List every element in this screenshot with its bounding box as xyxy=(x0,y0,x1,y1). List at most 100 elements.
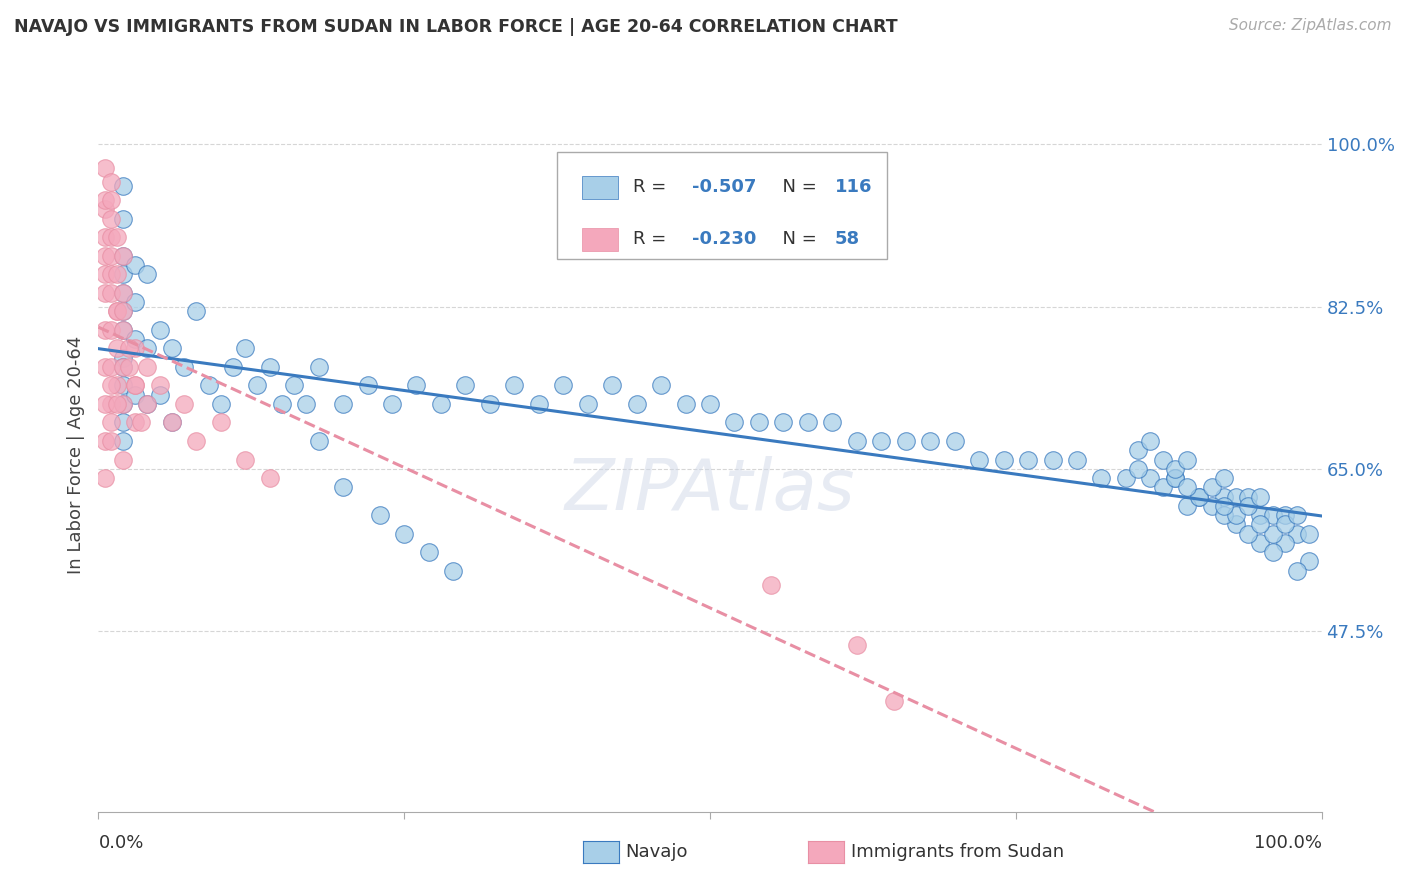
Point xyxy=(246,378,269,392)
Point xyxy=(149,378,172,392)
Point xyxy=(100,416,122,430)
Point xyxy=(111,397,134,411)
Point xyxy=(111,323,134,337)
Point xyxy=(124,295,146,310)
Point xyxy=(105,304,128,318)
Point xyxy=(100,230,122,244)
Text: Source: ZipAtlas.com: Source: ZipAtlas.com xyxy=(1229,18,1392,33)
Point xyxy=(283,378,305,392)
Point xyxy=(100,434,122,448)
Point xyxy=(308,434,330,448)
Text: NAVAJO VS IMMIGRANTS FROM SUDAN IN LABOR FORCE | AGE 20-64 CORRELATION CHART: NAVAJO VS IMMIGRANTS FROM SUDAN IN LABOR… xyxy=(14,18,897,36)
Point xyxy=(1249,490,1271,504)
Point xyxy=(100,323,122,337)
Text: N =: N = xyxy=(772,230,823,248)
Point xyxy=(1212,490,1234,504)
Point xyxy=(100,193,122,207)
Point xyxy=(626,397,648,411)
Point xyxy=(1188,490,1211,504)
Point xyxy=(441,564,464,578)
Point xyxy=(920,434,942,448)
Point xyxy=(1249,517,1271,532)
Point xyxy=(111,359,134,374)
Point xyxy=(105,378,128,392)
Point xyxy=(209,416,232,430)
Point xyxy=(1261,545,1284,559)
Point xyxy=(270,397,294,411)
Point xyxy=(93,397,115,411)
Y-axis label: In Labor Force | Age 20-64: In Labor Force | Age 20-64 xyxy=(66,335,84,574)
Point xyxy=(418,545,440,559)
Point xyxy=(1286,508,1309,523)
Point xyxy=(93,434,115,448)
Point xyxy=(124,416,146,430)
Point xyxy=(93,267,115,281)
Point xyxy=(723,416,745,430)
Point xyxy=(1139,471,1161,485)
Point xyxy=(1128,462,1150,476)
Point xyxy=(93,230,115,244)
Point xyxy=(111,179,134,194)
Point xyxy=(675,397,697,411)
Point xyxy=(332,480,354,494)
Point xyxy=(100,397,122,411)
Point xyxy=(699,397,721,411)
Point xyxy=(93,193,115,207)
Point xyxy=(105,342,128,356)
Point xyxy=(1237,526,1260,541)
Point xyxy=(478,397,501,411)
Point xyxy=(821,416,844,430)
Point xyxy=(124,378,146,392)
FancyBboxPatch shape xyxy=(582,228,619,251)
Point xyxy=(173,359,195,374)
Point xyxy=(1212,508,1234,523)
Point xyxy=(93,202,115,217)
Point xyxy=(173,397,195,411)
Point xyxy=(1164,462,1187,476)
Point xyxy=(111,249,134,263)
Text: 58: 58 xyxy=(835,230,860,248)
Point xyxy=(356,378,378,392)
Point xyxy=(111,359,134,374)
Text: ZIPAtlas: ZIPAtlas xyxy=(565,456,855,525)
Point xyxy=(1175,480,1198,494)
Point xyxy=(111,304,134,318)
Point xyxy=(553,378,575,392)
Point xyxy=(1225,490,1247,504)
Text: Navajo: Navajo xyxy=(626,843,688,861)
Point xyxy=(1274,517,1296,532)
Point xyxy=(1201,480,1223,494)
Point xyxy=(845,638,868,652)
Point xyxy=(160,342,183,356)
Point xyxy=(118,359,141,374)
Point xyxy=(845,434,868,448)
Point xyxy=(1164,471,1187,485)
Point xyxy=(1042,452,1064,467)
Point xyxy=(368,508,391,523)
Point xyxy=(1128,443,1150,458)
Point xyxy=(576,397,599,411)
Point xyxy=(1066,452,1088,467)
Point xyxy=(111,211,134,226)
Point xyxy=(160,416,183,430)
Point xyxy=(111,267,134,281)
Point xyxy=(1261,508,1284,523)
Point xyxy=(1152,480,1174,494)
Point xyxy=(100,267,122,281)
Point xyxy=(111,249,134,263)
Point xyxy=(1274,508,1296,523)
Point xyxy=(454,378,477,392)
Text: N =: N = xyxy=(772,178,823,196)
Point xyxy=(111,378,134,392)
Point xyxy=(100,249,122,263)
Point xyxy=(136,267,159,281)
Point xyxy=(1212,471,1234,485)
Point xyxy=(1201,499,1223,513)
Point xyxy=(967,452,990,467)
Point xyxy=(186,304,208,318)
Point xyxy=(797,416,820,430)
Point xyxy=(111,323,134,337)
Point xyxy=(600,378,623,392)
Point xyxy=(105,397,128,411)
Text: Immigrants from Sudan: Immigrants from Sudan xyxy=(851,843,1064,861)
